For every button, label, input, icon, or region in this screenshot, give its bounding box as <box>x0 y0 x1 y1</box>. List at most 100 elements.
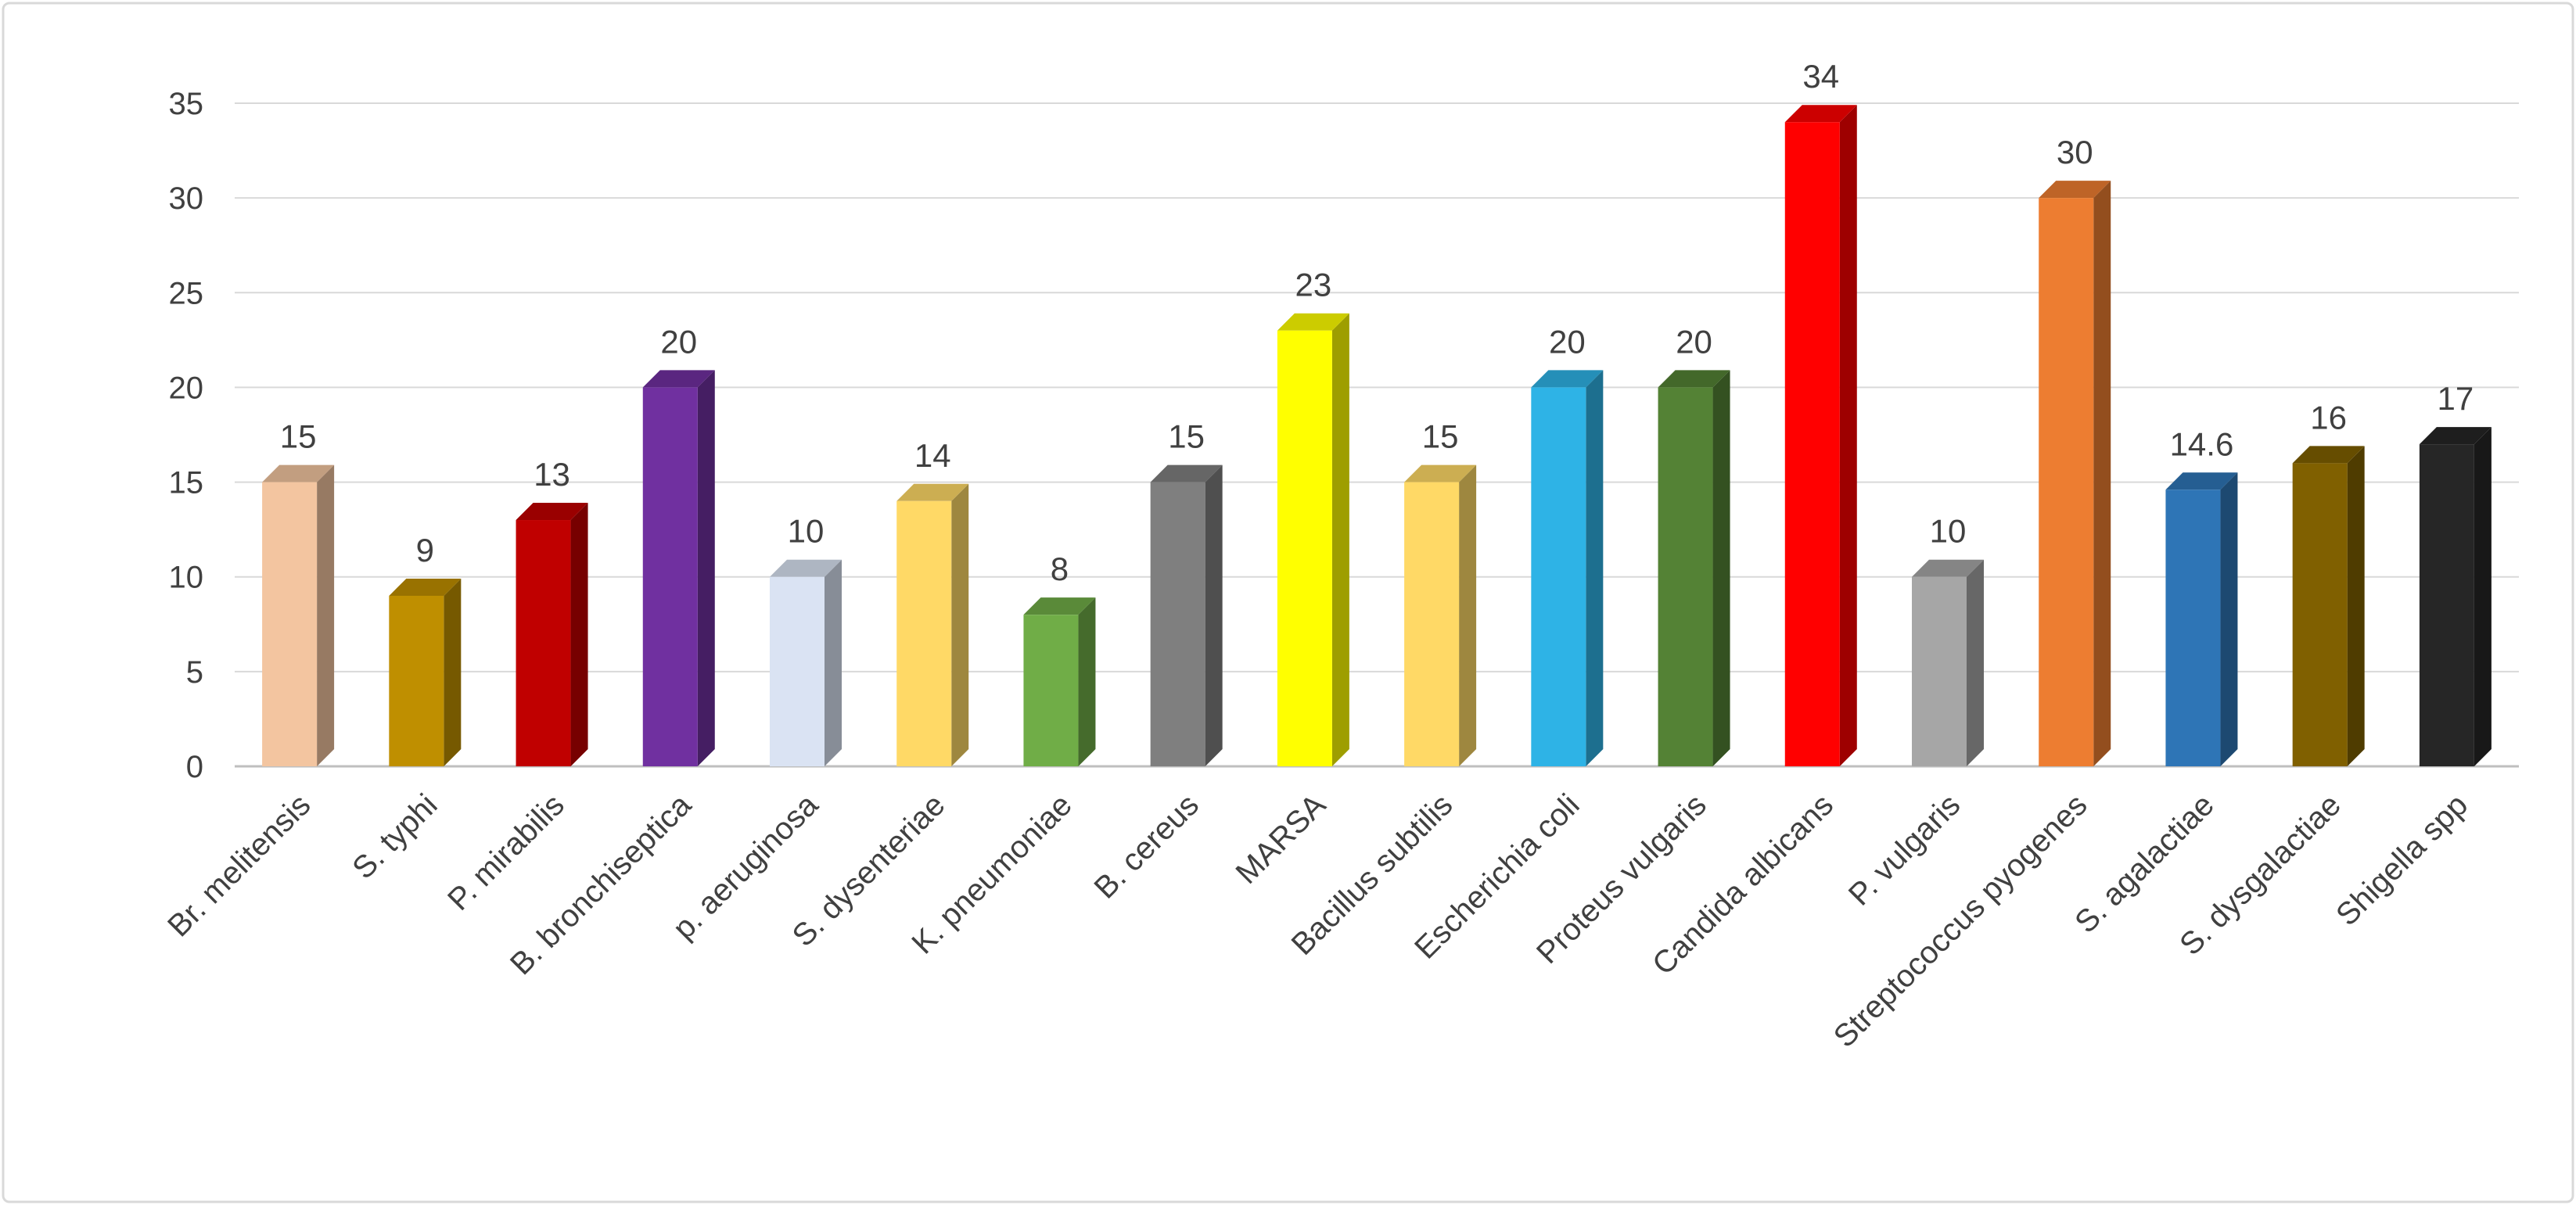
bar-11 <box>1658 370 1730 766</box>
bar-6 <box>1023 597 1096 766</box>
bar-top-face <box>1150 464 1223 482</box>
value-label: 16 <box>2310 399 2347 436</box>
bar-front-face <box>1023 615 1079 766</box>
bar-0 <box>262 464 335 766</box>
bar-top-face <box>262 464 335 482</box>
y-tick-label: 25 <box>169 276 204 310</box>
bar-side-face <box>1712 370 1730 766</box>
bar-front-face <box>896 500 952 766</box>
bar-top-face <box>389 578 462 596</box>
value-label: 15 <box>1168 418 1205 455</box>
bar-top-face <box>1023 597 1096 615</box>
bar-12 <box>1784 105 1857 766</box>
bar-top-face <box>1784 105 1857 123</box>
bar-side-face <box>2474 427 2492 766</box>
value-label: 20 <box>1676 323 1712 360</box>
bar-top-face <box>1277 313 1349 331</box>
bar-front-face <box>2292 463 2348 766</box>
bar-side-face <box>2220 472 2238 766</box>
value-label: 20 <box>1549 323 1586 360</box>
value-label: 9 <box>416 532 434 568</box>
value-label: 10 <box>1930 513 1967 550</box>
bar-side-face <box>1459 464 1477 766</box>
value-label: 14.6 <box>2170 425 2234 462</box>
bar-side-face <box>317 464 335 766</box>
bar-top-face <box>1912 559 1984 577</box>
bar-side-face <box>1586 370 1604 766</box>
bar-front-face <box>1277 330 1332 766</box>
bar-front-face <box>262 482 318 766</box>
y-tick-label: 35 <box>169 87 204 121</box>
bar-front-face <box>389 595 444 766</box>
bar-top-face <box>1531 370 1604 388</box>
bar-front-face <box>516 520 571 766</box>
y-tick-label: 5 <box>186 655 203 690</box>
bar-front-face <box>770 576 825 766</box>
bar-1 <box>389 578 462 766</box>
value-label: 10 <box>788 513 825 550</box>
bar-top-face <box>896 483 969 501</box>
bar-side-face <box>1967 559 1984 766</box>
bar-front-face <box>1784 122 1840 766</box>
bar-13 <box>1912 559 1984 766</box>
bar-front-face <box>642 387 698 766</box>
y-tick-label: 0 <box>186 750 203 784</box>
value-label: 14 <box>914 437 951 474</box>
bar-top-face <box>770 559 842 577</box>
bar-front-face <box>2419 444 2474 766</box>
bar-side-face <box>951 483 969 766</box>
bar-5 <box>896 483 969 766</box>
value-label: 30 <box>2057 134 2093 170</box>
bar-top-face <box>1404 464 1477 482</box>
bar-front-face <box>2039 198 2094 767</box>
bar-side-face <box>570 503 588 766</box>
bar-top-face <box>2419 427 2492 445</box>
value-label: 8 <box>1051 550 1069 587</box>
value-label: 13 <box>534 456 570 493</box>
bar-front-face <box>1531 387 1586 766</box>
bar-top-face <box>2039 181 2111 199</box>
bar-front-face <box>1150 482 1205 766</box>
bar-side-face <box>1205 464 1223 766</box>
y-tick-label: 20 <box>169 371 204 405</box>
bar-front-face <box>1404 482 1460 766</box>
y-tick-label: 15 <box>169 466 204 500</box>
bar-front-face <box>1912 576 1967 766</box>
bar-side-face <box>1331 313 1349 766</box>
bar-front-face <box>1658 387 1713 766</box>
bar-8 <box>1277 313 1349 766</box>
bar-15 <box>2165 472 2238 766</box>
y-tick-label: 10 <box>169 561 204 595</box>
bar-top-face <box>642 370 715 388</box>
bar-side-face <box>697 370 715 766</box>
bar-top-face <box>1658 370 1730 388</box>
bar-9 <box>1404 464 1477 766</box>
value-label: 15 <box>1422 418 1459 455</box>
bar-side-face <box>2093 181 2111 767</box>
bar-7 <box>1150 464 1223 766</box>
value-label: 34 <box>1802 58 1839 95</box>
bar-front-face <box>2165 490 2221 766</box>
bar-top-face <box>2292 446 2365 464</box>
bar-side-face <box>2347 446 2365 766</box>
bar-side-face <box>1078 597 1096 766</box>
bar-side-face <box>825 559 842 766</box>
bar-side-face <box>1839 105 1857 766</box>
bar-2 <box>516 503 588 766</box>
value-label: 17 <box>2438 380 2474 417</box>
bar-top-face <box>2165 472 2238 490</box>
bar-16 <box>2292 446 2365 766</box>
bar-17 <box>2419 427 2492 766</box>
bar-3 <box>642 370 715 766</box>
bar-10 <box>1531 370 1604 766</box>
value-label: 20 <box>660 323 697 360</box>
value-label: 23 <box>1295 267 1332 303</box>
bar-4 <box>770 559 842 766</box>
y-tick-label: 30 <box>169 181 204 216</box>
value-label: 15 <box>280 418 317 455</box>
bar-top-face <box>516 503 588 521</box>
bar-side-face <box>444 578 462 766</box>
bar-14 <box>2039 181 2111 767</box>
